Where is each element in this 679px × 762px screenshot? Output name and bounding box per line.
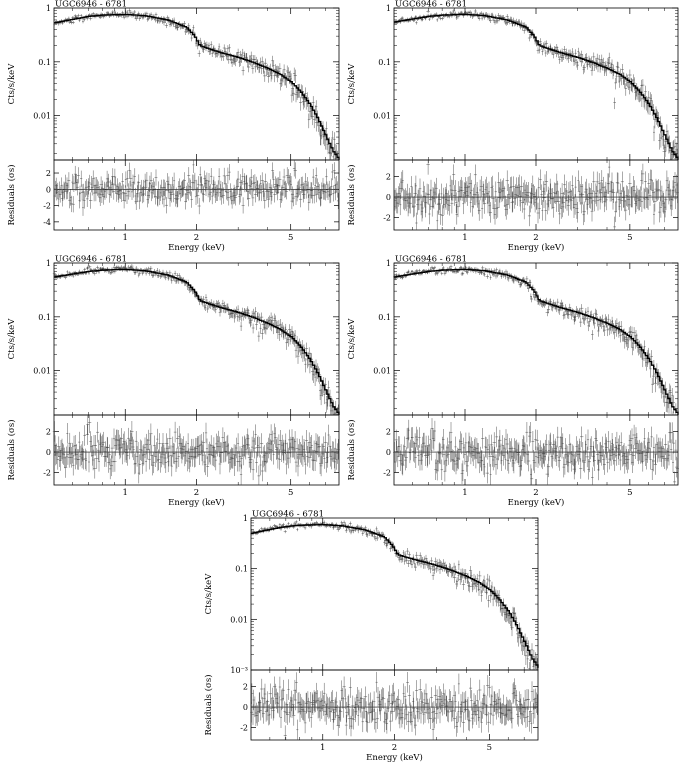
main-plot-frame: [53, 262, 340, 416]
residual-data-points: [52, 415, 340, 485]
residual-y-tick-label: 0: [243, 703, 248, 712]
residual-y-tick-label: -4: [43, 218, 51, 227]
y-tick-label: 0.1: [38, 58, 51, 67]
main-plot-frame: [393, 7, 679, 161]
spectrum-panel-1: UGC6946 - 6781 1 0.1 0.01 1 2 5 2 0 -2 -4 Cts/s/keV…: [6, 0, 340, 253]
y-tick-label: 0.01: [373, 112, 391, 121]
spectrum-panel-4: UGC6946 - 6781 1 0.1 0.01 1 2 5 2 0 -2 Cts/s/keV Re…: [346, 255, 679, 508]
x-tick-label: 5: [487, 743, 492, 753]
y-tick-label: 1: [386, 4, 391, 13]
spectrum-data-points: [393, 9, 679, 160]
x-tick-label: 2: [194, 233, 199, 243]
spectrum-data-points: [53, 8, 339, 160]
y-tick-label: 0.1: [378, 58, 391, 67]
panel-title: UGC6946 - 6781: [395, 0, 467, 10]
spectrum-data-points: [393, 264, 678, 415]
y-tick-label: 0.01: [33, 112, 51, 121]
y-tick-label: 1: [46, 4, 51, 13]
x-tick-label: 1: [123, 488, 128, 498]
residual-y-tick-label: 0: [46, 185, 51, 194]
x-axis-label: Energy (keV): [508, 242, 565, 253]
y-tick-label: 1: [243, 514, 248, 523]
x-tick-label: 1: [462, 233, 467, 243]
x-tick-label: 1: [320, 743, 325, 753]
residual-y-tick-label: 2: [386, 172, 391, 181]
residual-y-tick-label: -2: [383, 214, 391, 223]
y-tick-label: 1: [386, 259, 391, 268]
spectrum-panel-5: UGC6946 - 6781 1 0.1 0.01 10⁻³ 1 2 5 2 0 -2 Cts/s/k…: [203, 510, 539, 762]
x-axis-label: Energy (keV): [168, 242, 225, 253]
residual-y-tick-label: 0: [386, 193, 391, 202]
panel-title: UGC6946 - 6781: [55, 0, 127, 10]
residual-y-tick-label: 2: [386, 427, 391, 436]
residual-y-axis-label: Residuals (σs): [6, 419, 17, 480]
y-tick-label: 0.01: [33, 367, 51, 376]
panel-title: UGC6946 - 6781: [252, 510, 324, 520]
y-axis-label: Cts/s/keV: [204, 573, 214, 615]
residual-data-points: [53, 160, 340, 216]
x-tick-label: 2: [194, 488, 199, 498]
residual-y-tick-label: 0: [46, 448, 51, 457]
y-axis-label: Cts/s/keV: [7, 318, 17, 360]
residual-data-points: [250, 671, 539, 740]
x-tick-label: 5: [288, 233, 293, 243]
y-tick-label: 0.01: [373, 367, 391, 376]
model-curve: [54, 13, 340, 160]
y-axis-label: Cts/s/keV: [347, 318, 357, 360]
y-tick-label: 0.1: [378, 313, 391, 322]
model-curve: [394, 13, 679, 160]
x-axis-label: Energy (keV): [508, 497, 565, 508]
main-plot-frame: [53, 7, 340, 161]
x-tick-label: 5: [288, 488, 293, 498]
y-tick-label: 1: [46, 259, 51, 268]
panel-title: UGC6946 - 6781: [395, 255, 467, 265]
panel-title: UGC6946 - 6781: [55, 255, 127, 265]
x-tick-label: 5: [627, 233, 632, 243]
x-tick-label: 2: [533, 233, 538, 243]
y-tick-label: 0.01: [230, 615, 248, 624]
residual-y-axis-label: Residuals (σs): [203, 674, 214, 735]
y-axis-label: Cts/s/keV: [347, 63, 357, 105]
x-tick-label: 1: [462, 488, 467, 498]
residual-y-tick-label: -2: [240, 724, 248, 733]
residual-y-tick-label: 2: [243, 682, 248, 691]
x-tick-label: 2: [392, 743, 397, 753]
spectrum-panel-2: UGC6946 - 6781 1 0.1 0.01 1 2 5 2 0 -2 Cts/s/keV Re…: [346, 0, 679, 253]
residual-y-axis-label: Residuals (σs): [346, 164, 357, 225]
model-curve: [54, 268, 340, 415]
y-tick-label: 0.1: [235, 565, 248, 574]
y-axis-label: Cts/s/keV: [7, 63, 17, 105]
residual-y-axis-label: Residuals (σs): [346, 419, 357, 480]
residual-y-tick-label: -2: [43, 202, 51, 211]
spectrum-data-points: [52, 264, 340, 415]
x-axis-label: Energy (keV): [168, 497, 225, 508]
model-curve: [251, 523, 539, 668]
x-axis-label: Energy (keV): [366, 752, 423, 762]
residual-y-tick-label: -2: [383, 469, 391, 478]
x-tick-label: 1: [123, 233, 128, 243]
residual-y-tick-label: 2: [46, 169, 51, 178]
residual-y-axis-label: Residuals (σs): [6, 164, 17, 225]
residual-y-tick-label: 0: [386, 448, 391, 457]
residual-data-points: [393, 418, 679, 485]
residual-y-tick-label: 2: [46, 427, 51, 436]
y-tick-label: 10⁻³: [230, 666, 248, 675]
residual-y-tick-label: -2: [43, 469, 51, 478]
x-tick-label: 2: [533, 488, 538, 498]
model-curve: [394, 268, 679, 415]
spectrum-panel-3: UGC6946 - 6781 1 0.1 0.01 1 2 5 2 0 -2 Cts/s/keV Re…: [6, 255, 340, 508]
residual-data-points: [393, 160, 679, 230]
y-tick-label: 0.1: [38, 313, 51, 322]
x-tick-label: 5: [627, 488, 632, 498]
